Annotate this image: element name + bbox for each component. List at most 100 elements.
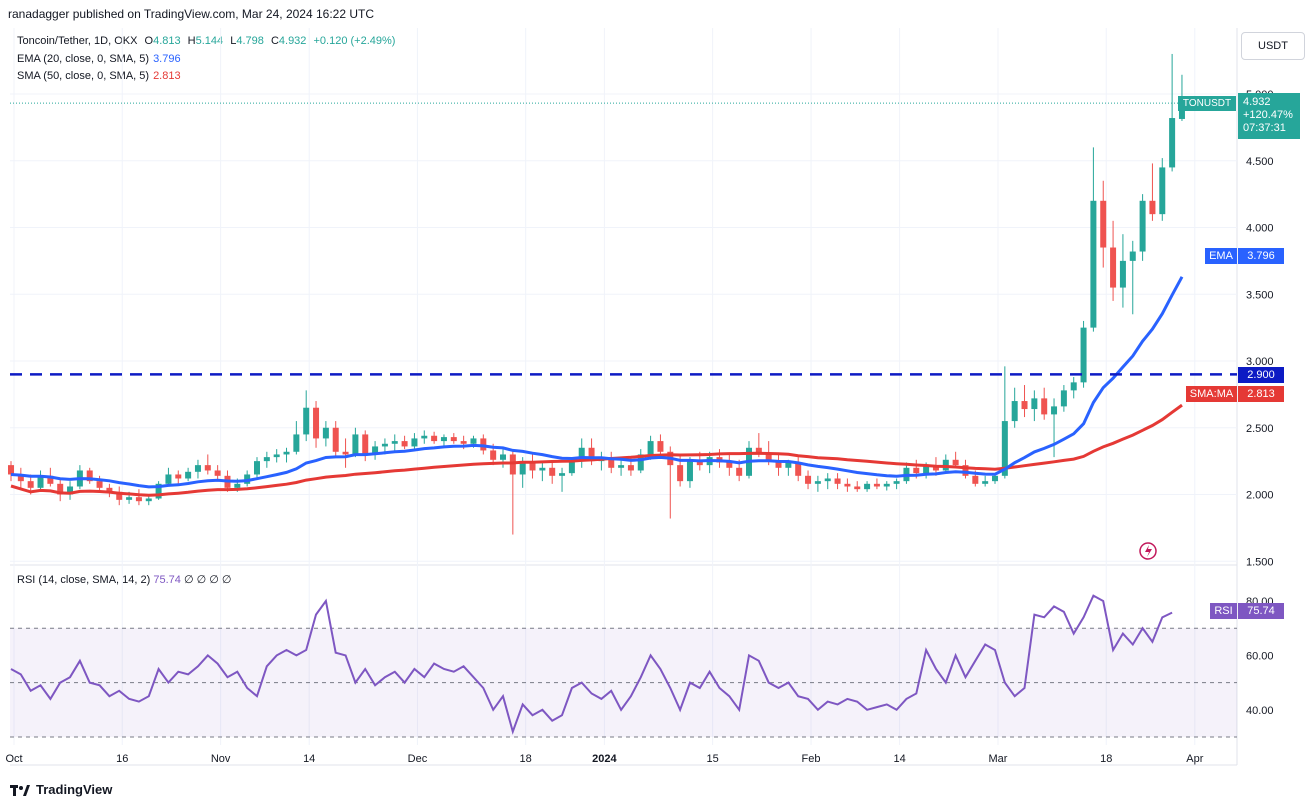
price-tick-label: 4.000: [1246, 223, 1274, 235]
candle-body: [106, 487, 113, 492]
level-value-tag: 2.900: [1238, 367, 1284, 383]
ema-line: [10, 276, 1184, 489]
candle-body: [500, 454, 506, 460]
time-tick-label: 14: [303, 753, 315, 765]
candle-body: [588, 447, 595, 462]
price-tick-label: 2.000: [1246, 490, 1274, 502]
candle-body: [844, 483, 851, 487]
candle-body: [480, 438, 487, 451]
rsi-legend: RSI (14, close, SMA, 14, 2) 75.74 ∅ ∅ ∅ …: [17, 574, 232, 586]
currency-button[interactable]: USDT: [1241, 32, 1305, 60]
candle-body: [549, 467, 556, 476]
close-value: 4.932: [278, 35, 307, 47]
candle-body: [67, 486, 74, 495]
time-tick-label: Mar: [989, 753, 1008, 765]
ema-legend: EMA (20, close, 0, SMA, 5) 3.796: [17, 53, 181, 65]
candle-body: [460, 441, 467, 444]
candle-body: [440, 437, 447, 442]
rsi-line: [10, 594, 1173, 735]
candle-body: [224, 475, 231, 488]
candle-body: [8, 465, 14, 475]
candle-body: [1159, 167, 1166, 215]
rsi-tick-label: 60.00: [1246, 650, 1274, 662]
candle-body: [411, 438, 418, 447]
candle-body: [1129, 251, 1136, 261]
price-tick-label: 4.500: [1246, 156, 1274, 168]
candle-body: [391, 441, 398, 444]
candle-body: [854, 486, 861, 490]
candle-body: [490, 450, 497, 460]
candle-body: [824, 478, 831, 482]
time-tick-label: 15: [707, 753, 719, 765]
candle-body: [903, 467, 910, 482]
candle-body: [244, 474, 251, 484]
candle-body: [1119, 260, 1126, 288]
candle-body: [126, 497, 133, 500]
symbol-tag: TONUSDT: [1178, 96, 1236, 111]
candle-body: [814, 481, 821, 484]
candle-body: [982, 481, 989, 484]
candle-body: [263, 457, 270, 462]
tradingview-logo-icon: [10, 784, 30, 796]
candle-body: [657, 441, 664, 452]
candle-body: [942, 459, 949, 471]
candle-body: [1031, 398, 1038, 410]
time-tick-label: Apr: [1186, 753, 1203, 765]
candle-body: [834, 478, 841, 484]
last-price: 4.932: [1243, 96, 1271, 108]
candle-body: [165, 474, 172, 484]
candle-body: [1011, 401, 1018, 422]
candle-body: [559, 473, 566, 476]
candle-body: [992, 475, 998, 482]
rsi-legend-value: 75.74: [153, 574, 181, 586]
candle-body: [204, 465, 211, 471]
candle-body: [254, 461, 260, 475]
footer-brand: TradingView: [10, 782, 112, 797]
candle-body: [450, 437, 457, 442]
candle-body: [539, 467, 546, 471]
candle-body: [923, 465, 930, 474]
ema-label-tag: EMA: [1205, 248, 1237, 264]
ema-value: 3.796: [153, 53, 181, 65]
candle-body: [686, 461, 693, 482]
candle-body: [972, 475, 979, 484]
sma-value: 2.813: [153, 70, 181, 82]
candle-body: [1001, 421, 1008, 476]
candle-body: [1080, 327, 1087, 383]
candle-body: [116, 491, 123, 500]
candle-body: [1041, 398, 1048, 415]
candle-body: [952, 459, 959, 466]
candle-body: [322, 427, 329, 439]
candle-body: [96, 481, 103, 488]
main-legend: Toncoin/Tether, 1D, OKX O4.813 H5.144 L4…: [17, 35, 396, 47]
candle-body: [864, 483, 871, 490]
open-value: 4.813: [153, 35, 181, 47]
sma-value-tag: 2.813: [1238, 386, 1284, 402]
ema-value-tag: 3.796: [1238, 248, 1284, 264]
candle-body: [568, 461, 575, 474]
sma-label-tag: SMA:MA: [1186, 386, 1237, 402]
candle-body: [421, 435, 428, 439]
rsi-tick-label: 40.00: [1246, 705, 1274, 717]
candle-body: [145, 498, 152, 502]
candle-body: [1100, 200, 1107, 248]
candle-body: [293, 434, 300, 452]
candle-body: [677, 465, 684, 482]
candle-body: [716, 457, 723, 463]
time-tick-label: 2024: [592, 753, 617, 765]
time-tick-label: 18: [520, 753, 532, 765]
candle-body: [746, 447, 752, 476]
candle-body: [37, 475, 44, 488]
time-tick-label: 18: [1100, 753, 1112, 765]
candle-body: [76, 470, 83, 487]
rsi-band: [10, 628, 1237, 737]
candle-body: [667, 451, 674, 466]
high-value: 5.144: [195, 35, 224, 47]
candle-body: [175, 474, 182, 479]
candle-body: [214, 470, 221, 476]
candle-body: [1169, 118, 1176, 168]
candle-body: [313, 407, 320, 439]
time-tick-label: 16: [116, 753, 128, 765]
candle-body: [27, 481, 34, 488]
